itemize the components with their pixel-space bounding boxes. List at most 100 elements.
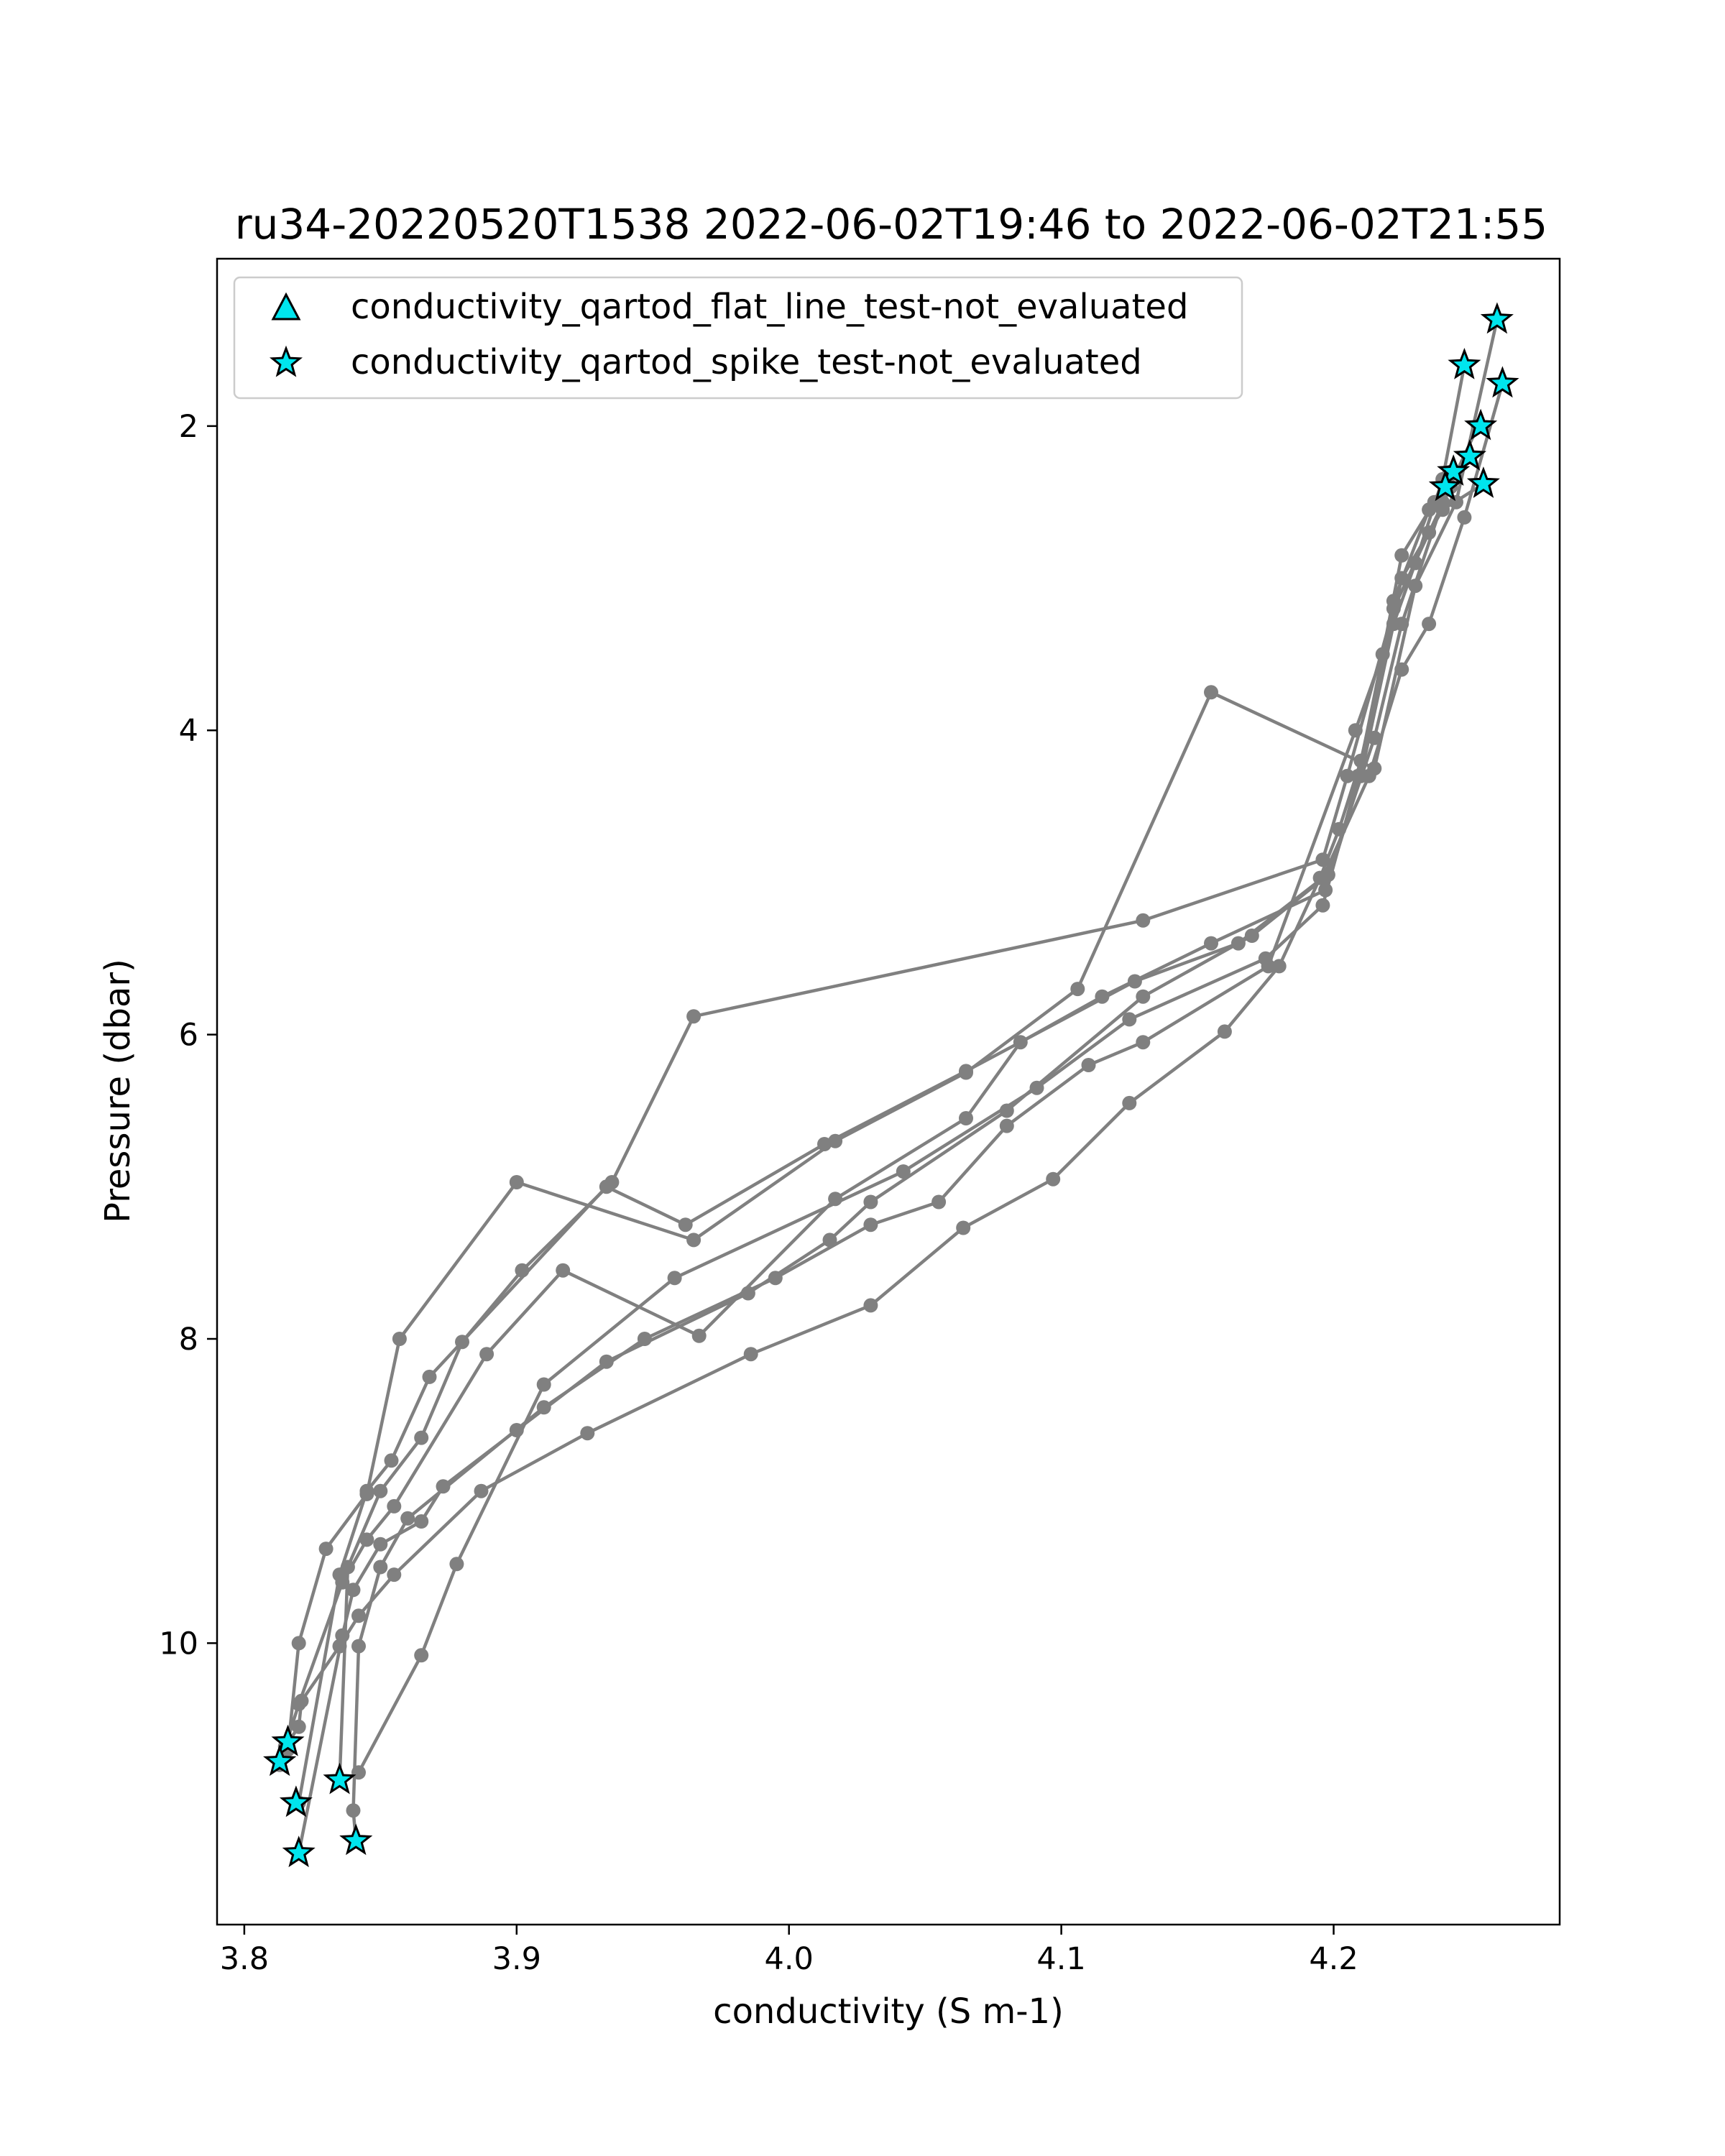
data-point: [686, 1233, 702, 1248]
data-point: [515, 1263, 530, 1278]
y-tick-label: 8: [179, 1322, 198, 1358]
data-point: [1367, 761, 1382, 776]
data-point: [1348, 723, 1363, 738]
legend-box: [233, 276, 1243, 400]
data-point: [436, 1479, 451, 1494]
data-point: [637, 1332, 652, 1346]
legend-label-flat-line: conductivity_qartod_flat_line_test-not_e…: [351, 287, 1188, 327]
data-point: [932, 1194, 947, 1210]
legend: conductivity_qartod_flat_line_test-not_e…: [233, 276, 1243, 400]
data-point: [999, 1118, 1014, 1133]
data-point: [1013, 1035, 1028, 1050]
y-tick-label: 4: [179, 713, 198, 749]
data-point: [1127, 974, 1142, 989]
data-point: [318, 1542, 334, 1557]
spike-test-star-marker: [339, 1823, 373, 1856]
data-point: [1351, 768, 1366, 783]
data-point: [387, 1567, 402, 1583]
data-point: [346, 1583, 361, 1598]
data-point: [956, 1220, 971, 1235]
data-point: [1394, 548, 1409, 563]
data-point: [351, 1765, 366, 1780]
profile-line-8: [357, 471, 1453, 1774]
spike-test-star-marker: [323, 1762, 356, 1795]
data-point: [509, 1423, 524, 1437]
data-point: [335, 1575, 350, 1590]
data-point: [691, 1328, 707, 1343]
data-point: [896, 1164, 911, 1179]
data-point: [1258, 951, 1273, 966]
data-point: [686, 1009, 702, 1024]
data-point: [999, 1103, 1014, 1118]
data-point: [351, 1639, 366, 1654]
data-point: [373, 1537, 388, 1552]
data-point: [740, 1286, 755, 1301]
y-axis-label: Pressure (dbar): [98, 959, 138, 1223]
y-tick-label: 6: [179, 1018, 198, 1054]
data-point: [422, 1369, 437, 1384]
data-point: [1029, 1080, 1044, 1095]
spike-test-star-marker: [1486, 366, 1519, 398]
spike-test-star-marker: [1464, 408, 1498, 441]
spike-test-star-marker: [1466, 466, 1500, 498]
x-tick-label: 4.2: [1309, 1941, 1358, 1977]
data-point: [359, 1486, 374, 1501]
star-marker-icon: [269, 345, 303, 377]
data-point: [1081, 1058, 1096, 1072]
data-point: [335, 1628, 350, 1643]
data-point: [414, 1430, 429, 1445]
data-point: [1204, 685, 1218, 700]
x-tick-label: 3.9: [492, 1941, 541, 1977]
spike-test-star-marker: [263, 1744, 297, 1777]
data-point: [351, 1608, 366, 1623]
data-point: [400, 1511, 415, 1526]
data-point: [1217, 1024, 1232, 1039]
data-point: [1353, 753, 1368, 768]
data-point: [1340, 768, 1355, 783]
series-points: [272, 312, 1510, 1861]
data-point: [1122, 1012, 1137, 1027]
data-point: [509, 1175, 524, 1189]
spike-test-star-marker: [1448, 347, 1481, 379]
data-point: [1244, 929, 1259, 943]
spike-test-star-marker: [279, 1785, 313, 1818]
legend-triangle-marker: [271, 292, 301, 321]
data-point: [340, 1560, 355, 1575]
data-point: [1386, 594, 1401, 609]
data-point: [1422, 617, 1437, 632]
data-point: [1204, 936, 1218, 951]
data-point: [768, 1271, 783, 1286]
data-point: [1070, 982, 1085, 997]
data-point: [1122, 1095, 1137, 1110]
legend-entry-spike: conductivity_qartod_spike_test-not_evalu…: [269, 342, 1142, 382]
data-point: [1095, 989, 1110, 1004]
data-point: [1394, 571, 1409, 586]
data-point: [1046, 1171, 1061, 1187]
data-point: [556, 1263, 571, 1278]
data-point: [449, 1557, 464, 1572]
data-point: [373, 1560, 388, 1575]
data-point: [1394, 662, 1409, 677]
x-tick-label: 3.8: [220, 1941, 269, 1977]
plot-area: [217, 259, 1560, 1925]
x-axis-label: conductivity (S m-1): [713, 1991, 1064, 2032]
spike-test-star-marker: [1428, 469, 1462, 502]
data-point: [414, 1648, 429, 1663]
data-point: [1422, 525, 1437, 540]
y-tick-label: 10: [159, 1626, 198, 1662]
spike-test-markers: [263, 302, 1519, 1868]
data-point: [678, 1217, 693, 1233]
chart-title: ru34-20220520T1538 2022-06-02T19:46 to 2…: [235, 200, 1547, 249]
data-point: [822, 1233, 837, 1248]
data-point: [1315, 870, 1330, 885]
data-point: [387, 1498, 402, 1514]
legend-label-spike: conductivity_qartod_spike_test-not_evalu…: [351, 342, 1142, 382]
data-point: [373, 1483, 388, 1498]
x-axis-ticks: 3.8 3.9 4.0 4.1 4.2: [220, 1925, 1358, 1977]
data-point: [828, 1192, 843, 1207]
spike-test-star-marker: [282, 1835, 316, 1868]
data-point: [828, 1133, 843, 1148]
data-point: [291, 1697, 306, 1712]
data-point: [1457, 510, 1472, 525]
